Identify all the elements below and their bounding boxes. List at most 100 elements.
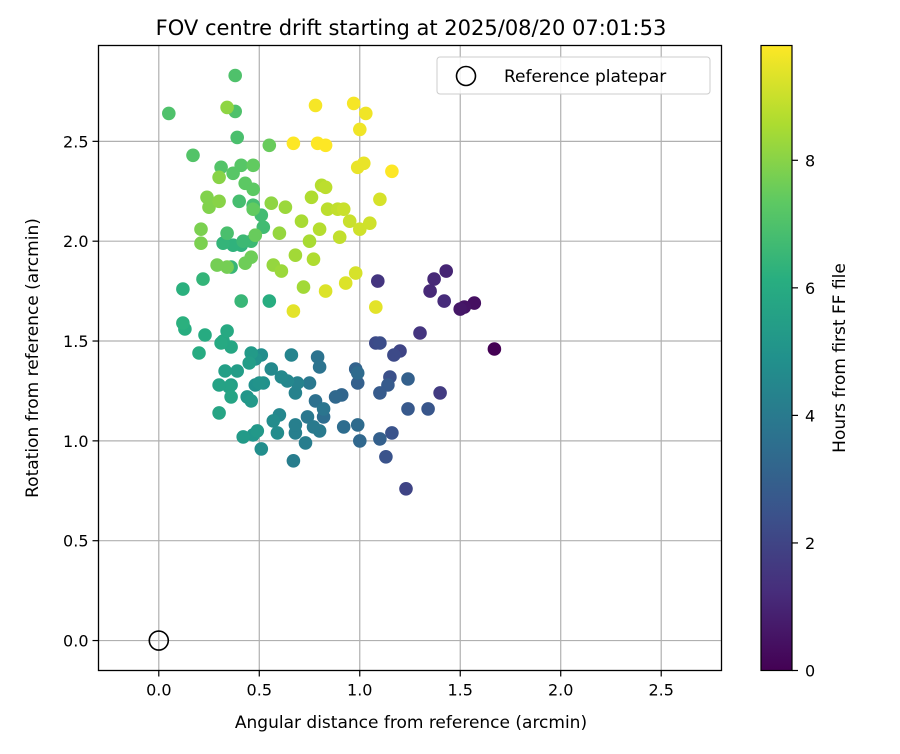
data-point bbox=[194, 222, 208, 236]
data-point bbox=[212, 170, 226, 185]
data-point bbox=[262, 138, 277, 153]
x-tick-label: 2.0 bbox=[548, 681, 573, 700]
data-point bbox=[421, 402, 435, 416]
colorbar-tick-label: 4 bbox=[805, 406, 815, 425]
data-point bbox=[439, 264, 454, 278]
data-point bbox=[369, 300, 383, 314]
data-point bbox=[296, 280, 311, 294]
data-point bbox=[318, 138, 333, 153]
reference-platepar-point bbox=[148, 630, 170, 651]
data-point bbox=[220, 226, 234, 240]
grid bbox=[98, 45, 722, 671]
data-point bbox=[234, 158, 248, 173]
data-point bbox=[236, 234, 250, 248]
data-point bbox=[294, 214, 309, 228]
data-point bbox=[427, 272, 441, 286]
legend-box bbox=[436, 56, 711, 95]
data-point bbox=[220, 324, 234, 338]
data-point bbox=[224, 390, 238, 404]
data-point bbox=[302, 376, 317, 390]
data-point bbox=[433, 386, 447, 400]
data-point bbox=[373, 192, 387, 207]
data-point bbox=[413, 326, 427, 340]
colorbar-tick-label: 0 bbox=[805, 662, 815, 681]
data-point bbox=[310, 350, 325, 364]
y-tick-label: 0.5 bbox=[63, 532, 88, 551]
data-point bbox=[373, 386, 387, 400]
data-point bbox=[210, 258, 224, 272]
data-point bbox=[274, 264, 289, 278]
data-point bbox=[196, 272, 210, 286]
x-tick-label: 0.5 bbox=[247, 681, 272, 700]
data-point bbox=[353, 222, 367, 236]
data-point bbox=[290, 376, 305, 390]
colorbar: 0 2 4 6 8 Hours from first FF file bbox=[760, 44, 850, 681]
data-point bbox=[264, 362, 279, 376]
data-point bbox=[373, 336, 387, 350]
data-point bbox=[286, 304, 301, 318]
data-point bbox=[230, 364, 244, 378]
legend-marker-open-circle-icon bbox=[455, 65, 477, 87]
data-point bbox=[318, 180, 333, 195]
data-point bbox=[214, 336, 228, 350]
data-point bbox=[202, 200, 216, 214]
data-point bbox=[357, 156, 371, 171]
data-point bbox=[453, 302, 468, 316]
data-point bbox=[176, 316, 190, 330]
data-point bbox=[371, 274, 385, 288]
data-point bbox=[218, 364, 232, 378]
data-point bbox=[336, 202, 351, 216]
data-point bbox=[244, 394, 258, 408]
data-point bbox=[312, 222, 327, 236]
data-point bbox=[350, 418, 365, 432]
data-point bbox=[399, 482, 413, 496]
data-point bbox=[264, 196, 279, 210]
x-axis-label: Angular distance from reference (arcmin) bbox=[235, 713, 587, 733]
data-point bbox=[176, 282, 190, 296]
axis-ticks: 0.0 0.5 1.0 1.5 2.0 2.5 0.0 0.5 1.0 1.5 2.0 2.5 bbox=[63, 132, 674, 699]
data-point bbox=[236, 430, 250, 444]
x-tick-label: 1.5 bbox=[448, 681, 473, 700]
y-tick-label: 2.5 bbox=[63, 132, 88, 151]
colorbar-tick-label: 2 bbox=[805, 534, 815, 553]
data-point bbox=[348, 266, 363, 280]
data-point bbox=[353, 122, 367, 137]
data-point bbox=[346, 96, 361, 111]
y-axis-label: Rotation from reference (arcmin) bbox=[23, 218, 43, 498]
plot-area-frame bbox=[97, 44, 723, 672]
data-point bbox=[262, 294, 277, 308]
legend: Reference platepar bbox=[436, 56, 711, 95]
colorbar-gradient bbox=[760, 44, 793, 672]
data-point bbox=[302, 234, 317, 248]
data-point bbox=[336, 420, 351, 434]
data-point bbox=[246, 182, 260, 197]
data-point bbox=[248, 228, 263, 242]
data-point bbox=[338, 276, 353, 290]
data-point bbox=[437, 294, 452, 308]
data-point bbox=[246, 158, 260, 173]
data-point bbox=[246, 202, 260, 216]
data-point bbox=[186, 148, 200, 163]
data-point bbox=[350, 376, 365, 390]
data-point bbox=[242, 356, 256, 370]
data-point bbox=[306, 252, 321, 266]
data-point bbox=[342, 214, 357, 228]
chart-title: FOV centre drift starting at 2025/08/20 … bbox=[156, 16, 667, 40]
data-point bbox=[198, 328, 212, 342]
data-point bbox=[304, 190, 319, 205]
data-point bbox=[266, 414, 281, 428]
data-point bbox=[300, 410, 315, 424]
colorbar-tick-label: 6 bbox=[805, 279, 815, 298]
data-point bbox=[316, 402, 331, 416]
data-point bbox=[232, 194, 246, 209]
data-point bbox=[194, 236, 208, 250]
data-point bbox=[353, 434, 367, 448]
x-tick-label: 2.5 bbox=[648, 681, 673, 700]
data-point bbox=[162, 106, 176, 121]
data-point bbox=[385, 164, 399, 179]
x-tick-label: 0.0 bbox=[146, 681, 171, 700]
y-tick-label: 1.0 bbox=[63, 432, 88, 451]
data-point bbox=[274, 370, 289, 384]
data-point bbox=[212, 406, 226, 420]
y-tick-label: 1.5 bbox=[63, 332, 88, 351]
